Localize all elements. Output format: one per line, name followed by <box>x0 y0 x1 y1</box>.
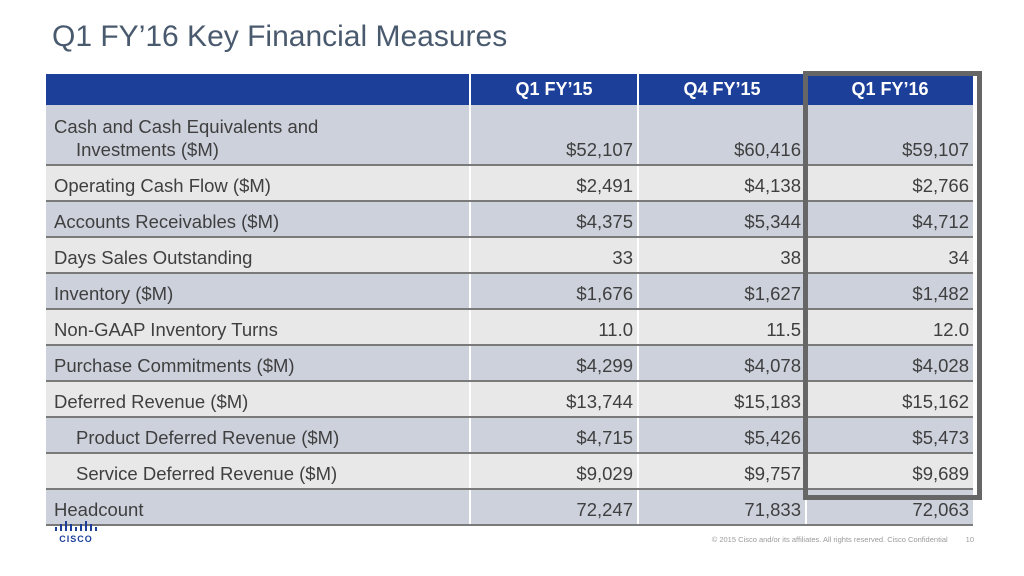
cell-q1-fy16: $2,766 <box>806 165 973 202</box>
cell-q4-fy15: 11.5 <box>638 309 807 346</box>
header-blank <box>46 74 471 105</box>
table-row: Operating Cash Flow ($M) $2,491 $4,138 $… <box>46 165 973 202</box>
financial-measures-table: Q1 FY’15 Q4 FY’15 Q1 FY’16 Cash and Cash… <box>46 74 973 526</box>
cell-q1-fy15: 72,247 <box>470 489 639 526</box>
row-label: Inventory ($M) <box>46 273 471 310</box>
cell-q1-fy16: $15,162 <box>806 381 973 418</box>
row-label: Headcount <box>46 489 471 526</box>
cisco-wordmark: CISCO <box>59 534 93 544</box>
footer-text: © 2015 Cisco and/or its affiliates. All … <box>640 535 974 544</box>
table-row: Cash and Cash Equivalents and Investment… <box>46 105 973 166</box>
cell-q1-fy16: $9,689 <box>806 453 973 490</box>
cell-q1-fy15: $9,029 <box>470 453 639 490</box>
cell-q1-fy16: $1,482 <box>806 273 973 310</box>
cell-q4-fy15: $9,757 <box>638 453 807 490</box>
cell-q4-fy15: 38 <box>638 237 807 274</box>
slide-title: Q1 FY’16 Key Financial Measures <box>52 20 508 53</box>
cell-q4-fy15: $4,078 <box>638 345 807 382</box>
cell-q4-fy15: $15,183 <box>638 381 807 418</box>
page-number: 10 <box>965 535 974 544</box>
table-header-row: Q1 FY’15 Q4 FY’15 Q1 FY’16 <box>46 74 973 105</box>
cell-q1-fy15: 33 <box>470 237 639 274</box>
table-row: Purchase Commitments ($M) $4,299 $4,078 … <box>46 345 973 382</box>
table-row: Non-GAAP Inventory Turns 11.0 11.5 12.0 <box>46 309 973 346</box>
cell-q1-fy15: $4,715 <box>470 417 639 454</box>
cell-q4-fy15: $1,627 <box>638 273 807 310</box>
cell-q4-fy15: $5,426 <box>638 417 807 454</box>
table-row: Days Sales Outstanding 33 38 34 <box>46 237 973 274</box>
cell-q1-fy16: $4,028 <box>806 345 973 382</box>
cell-q1-fy16: 34 <box>806 237 973 274</box>
row-label: Cash and Cash Equivalents and Investment… <box>46 105 471 166</box>
table-row: Accounts Receivables ($M) $4,375 $5,344 … <box>46 201 973 238</box>
row-label-line2: Investments ($M) <box>76 139 219 160</box>
cell-q1-fy15: $2,491 <box>470 165 639 202</box>
cell-q1-fy15: $1,676 <box>470 273 639 310</box>
row-label: Deferred Revenue ($M) <box>46 381 471 418</box>
cell-q1-fy15: $4,299 <box>470 345 639 382</box>
row-label: Non-GAAP Inventory Turns <box>46 309 471 346</box>
cell-q1-fy15: 11.0 <box>470 309 639 346</box>
cell-q1-fy15: $13,744 <box>470 381 639 418</box>
row-label: Service Deferred Revenue ($M) <box>46 453 471 490</box>
cell-q4-fy15: 71,833 <box>638 489 807 526</box>
cell-q1-fy16: $5,473 <box>806 417 973 454</box>
cell-q1-fy16: 72,063 <box>806 489 973 526</box>
copyright-text: © 2015 Cisco and/or its affiliates. All … <box>711 535 948 544</box>
table-row: Product Deferred Revenue ($M) $4,715 $5,… <box>46 417 973 454</box>
row-label: Product Deferred Revenue ($M) <box>46 417 471 454</box>
cell-q1-fy15: $4,375 <box>470 201 639 238</box>
cell-q4-fy15: $5,344 <box>638 201 807 238</box>
header-q1-fy15: Q1 FY’15 <box>470 74 639 105</box>
table-row: Headcount 72,247 71,833 72,063 <box>46 489 973 526</box>
cell-q1-fy15: $52,107 <box>470 105 639 166</box>
cell-q4-fy15: $60,416 <box>638 105 807 166</box>
row-label: Days Sales Outstanding <box>46 237 471 274</box>
row-label-line1: Cash and Cash Equivalents and <box>54 116 319 137</box>
row-label: Purchase Commitments ($M) <box>46 345 471 382</box>
cell-q1-fy16: $4,712 <box>806 201 973 238</box>
header-q4-fy15: Q4 FY’15 <box>638 74 807 105</box>
cell-q1-fy16: 12.0 <box>806 309 973 346</box>
cisco-logo: CISCO <box>52 520 100 546</box>
row-label: Operating Cash Flow ($M) <box>46 165 471 202</box>
table-row: Deferred Revenue ($M) $13,744 $15,183 $1… <box>46 381 973 418</box>
cisco-bars-icon <box>55 521 97 531</box>
cell-q1-fy16: $59,107 <box>806 105 973 166</box>
row-label: Accounts Receivables ($M) <box>46 201 471 238</box>
table-row: Inventory ($M) $1,676 $1,627 $1,482 <box>46 273 973 310</box>
table-row: Service Deferred Revenue ($M) $9,029 $9,… <box>46 453 973 490</box>
cell-q4-fy15: $4,138 <box>638 165 807 202</box>
header-q1-fy16: Q1 FY’16 <box>806 74 973 105</box>
